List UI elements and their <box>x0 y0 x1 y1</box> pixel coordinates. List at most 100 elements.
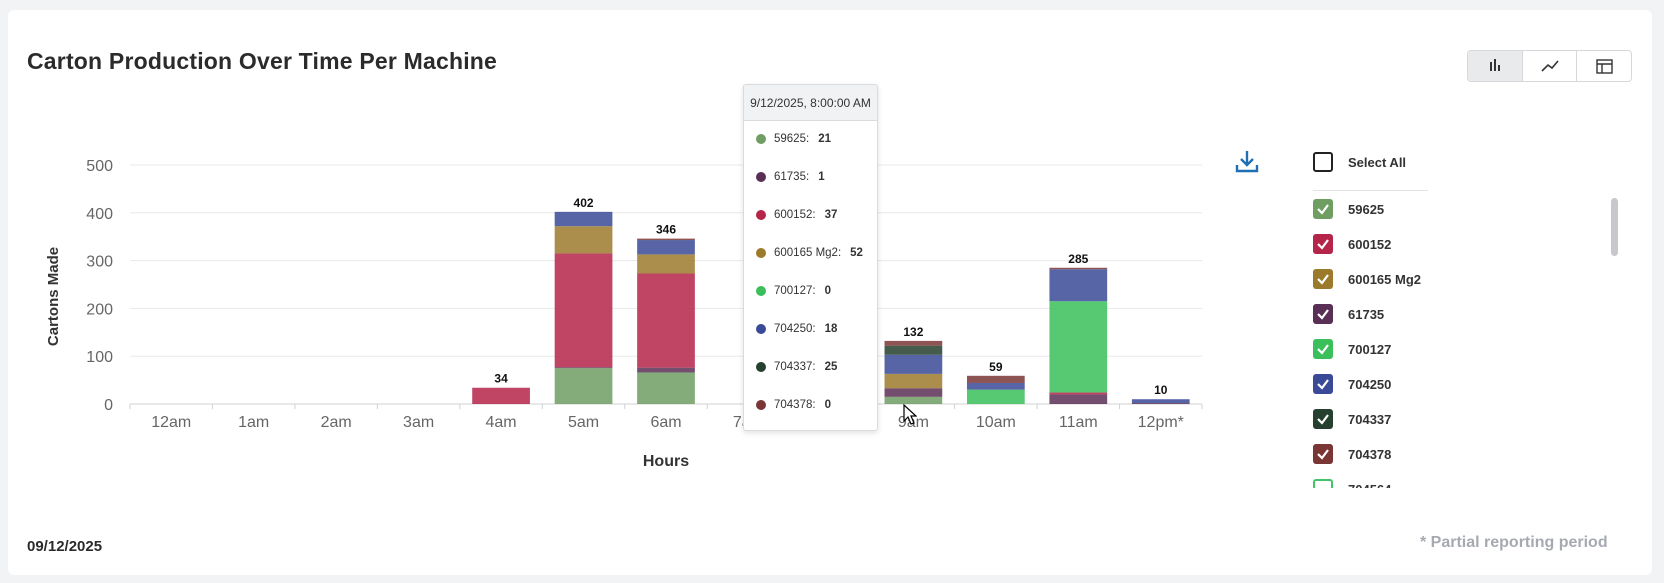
legend-checkbox[interactable] <box>1313 479 1333 488</box>
legend-divider <box>1313 190 1428 191</box>
bar-segment-704250 <box>554 211 613 227</box>
bar-segment-704378 <box>884 340 943 346</box>
legend-label: 704250 <box>1348 376 1392 392</box>
legend-item[interactable]: 59625 <box>1313 198 1384 220</box>
tooltip-series-value: 21 <box>818 133 831 145</box>
view-toggle <box>1467 50 1632 82</box>
bar-chart-icon <box>1489 59 1500 71</box>
check-icon <box>1317 344 1329 355</box>
legend-checkbox[interactable] <box>1313 374 1333 394</box>
bar-total-label: 59 <box>989 360 1003 374</box>
bar-total-label: 402 <box>574 196 594 210</box>
legend-checkbox[interactable] <box>1313 339 1333 359</box>
chart-title: Carton Production Over Time Per Machine <box>27 48 498 74</box>
legend-item[interactable]: 700127 <box>1313 338 1391 360</box>
legend-label: 704378 <box>1348 446 1392 462</box>
bar-segment-704378 <box>1049 267 1108 270</box>
bar-segment-61735 <box>554 367 613 369</box>
download-icon[interactable] <box>1234 148 1260 174</box>
bar-segment-59625 <box>637 372 695 404</box>
tooltip-row: 61735: 1 <box>756 171 825 183</box>
legend-item[interactable]: 704564 <box>1313 478 1391 488</box>
y-tick-label: 200 <box>86 301 113 318</box>
legend-checkbox[interactable] <box>1313 234 1333 254</box>
legend-checkbox[interactable] <box>1313 269 1333 289</box>
legend-label: 704337 <box>1348 411 1392 427</box>
x-axis-title: Hours <box>643 453 689 470</box>
x-tick-label: 2am <box>321 414 352 431</box>
tooltip-series-value: 37 <box>824 209 838 221</box>
table-icon <box>1595 58 1613 74</box>
bar-segment-600165-mg2 <box>637 254 695 274</box>
bar-total-label: 346 <box>656 223 676 237</box>
bar-segment-600165-mg2 <box>884 373 943 389</box>
select-all-checkbox[interactable] <box>1313 152 1333 172</box>
tooltip-series-name: 59625: <box>774 133 810 145</box>
table-view-button[interactable] <box>1576 51 1631 81</box>
bar-segment-704250 <box>637 240 695 255</box>
stacked-bar-chart: 010020030040050012am1am2am3am4am5am6am7a… <box>45 158 1203 470</box>
bar-segment-61735 <box>884 388 943 397</box>
line-view-button[interactable] <box>1521 51 1577 81</box>
bar-view-button[interactable] <box>1468 51 1522 81</box>
tooltip-row: 704250: 18 <box>756 323 837 335</box>
legend-checkbox[interactable] <box>1313 409 1333 429</box>
check-icon <box>1317 309 1329 320</box>
bar-segment-59625 <box>884 396 943 404</box>
bar-segment-61735 <box>1049 394 1108 404</box>
legend-label: 59625 <box>1348 201 1385 217</box>
series-color-dot <box>756 172 766 182</box>
legend-item[interactable]: 600165 Mg2 <box>1313 268 1421 290</box>
tooltip-row: 59625: 21 <box>756 133 831 145</box>
bar-total-label: 285 <box>1068 252 1088 266</box>
legend-label: 600152 <box>1348 236 1392 252</box>
series-color-dot <box>756 134 766 144</box>
select-all-toggle[interactable]: Select All <box>1313 151 1406 173</box>
check-icon <box>1317 379 1329 390</box>
legend-item[interactable]: 600152 <box>1313 233 1391 255</box>
bar-segment-59625 <box>554 368 613 404</box>
series-color-dot <box>756 248 766 258</box>
series-color-dot <box>756 362 766 372</box>
check-icon <box>1317 239 1329 250</box>
x-tick-label: 12am <box>151 414 191 431</box>
bar-segment-704250 <box>884 354 943 374</box>
bar-segment-704250 <box>966 382 1025 390</box>
legend-scrollbar[interactable] <box>1611 198 1618 256</box>
tooltip-row: 704378: 0 <box>756 399 831 411</box>
tooltip-series-name: 704250: <box>774 323 816 335</box>
tooltip-series-name: 61735: <box>774 171 810 183</box>
check-icon <box>1317 414 1329 425</box>
partial-period-note: * Partial reporting period <box>1420 534 1608 551</box>
bar-total-label: 34 <box>494 372 508 386</box>
bar-segment-600152 <box>554 253 613 368</box>
legend-item[interactable]: 704337 <box>1313 408 1391 430</box>
x-tick-label: 6am <box>650 414 681 431</box>
select-all-label: Select All <box>1348 154 1407 170</box>
x-tick-label: 12pm* <box>1138 414 1184 431</box>
legend: Select All 59625 600152 600165 Mg2 61735 700… <box>1313 148 1613 488</box>
tooltip-row: 600165 Mg2: 52 <box>756 247 863 259</box>
tooltip-row: 600152: 37 <box>756 209 837 221</box>
y-axis-title: Cartons Made <box>45 247 62 346</box>
legend-item[interactable]: 704378 <box>1313 443 1391 465</box>
bar-segment-700127 <box>966 389 1025 404</box>
legend-checkbox[interactable] <box>1313 444 1333 464</box>
line-chart-icon <box>1540 60 1559 72</box>
bar-segment-704250 <box>1131 399 1190 404</box>
check-icon <box>1317 449 1329 460</box>
legend-item[interactable]: 61735 <box>1313 303 1384 325</box>
chart-tooltip: 9/12/2025, 8:00:00 AM 59625: 21 61735: 1 600… <box>743 84 878 431</box>
bar-segment-704378 <box>637 238 695 241</box>
tooltip-series-name: 704378: <box>774 399 816 411</box>
y-tick-label: 100 <box>86 349 113 366</box>
bar-segment-704250 <box>1049 269 1108 302</box>
tooltip-row: 700127: 0 <box>756 285 831 297</box>
legend-checkbox[interactable] <box>1313 304 1333 324</box>
legend-item[interactable]: 704250 <box>1313 373 1391 395</box>
check-icon <box>1317 204 1329 215</box>
tooltip-series-value: 18 <box>824 323 838 335</box>
tooltip-header: 9/12/2025, 8:00:00 AM <box>744 85 877 121</box>
y-tick-label: 300 <box>86 254 113 271</box>
legend-checkbox[interactable] <box>1313 199 1333 219</box>
